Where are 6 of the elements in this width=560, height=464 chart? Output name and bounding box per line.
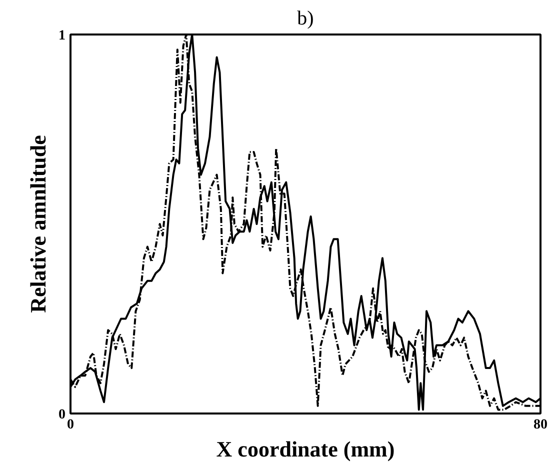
y-axis-title: Relative amnlitude [26, 134, 50, 313]
x-axis-title: X coordinate (mm) [216, 436, 395, 462]
line-series [70, 34, 540, 411]
y-tick-label: 1 [58, 28, 66, 44]
x-tick-label: 80 [534, 418, 548, 432]
chart-title: b) [297, 8, 314, 30]
